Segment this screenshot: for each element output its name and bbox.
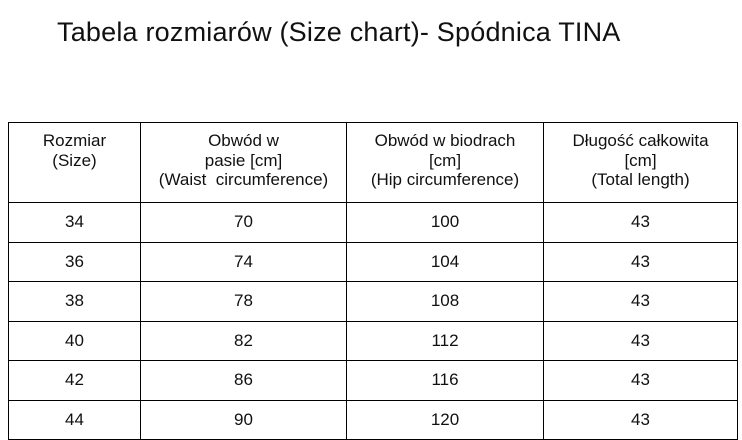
cell-length: 43 bbox=[543, 360, 738, 401]
cell-size: 40 bbox=[8, 320, 141, 361]
table-row: 38 78 108 43 bbox=[8, 281, 738, 322]
cell-length: 43 bbox=[543, 202, 738, 243]
cell-waist: 70 bbox=[140, 202, 347, 243]
cell-hip: 120 bbox=[346, 399, 544, 440]
cell-hip: 108 bbox=[346, 281, 544, 322]
header-cell-length: Długość całkowita [cm] (Total length) bbox=[543, 122, 738, 203]
table-body: 34 70 100 43 36 74 104 43 38 78 108 43 4… bbox=[8, 202, 738, 440]
cell-length: 43 bbox=[543, 281, 738, 322]
cell-hip: 100 bbox=[346, 202, 544, 243]
cell-size: 42 bbox=[8, 360, 141, 401]
table-row: 42 86 116 43 bbox=[8, 360, 738, 401]
cell-waist: 74 bbox=[140, 241, 347, 282]
cell-size: 38 bbox=[8, 281, 141, 322]
size-chart-table: Rozmiar (Size) Obwód w pasie [cm] (Waist… bbox=[8, 122, 738, 440]
cell-hip: 116 bbox=[346, 360, 544, 401]
header-cell-hip: Obwód w biodrach [cm] (Hip circumference… bbox=[346, 122, 544, 203]
table-row: 40 82 112 43 bbox=[8, 320, 738, 361]
cell-size: 44 bbox=[8, 399, 141, 440]
page-title: Tabela rozmiarów (Size chart)- Spódnica … bbox=[57, 17, 621, 47]
cell-waist: 78 bbox=[140, 281, 347, 322]
table-header: Rozmiar (Size) Obwód w pasie [cm] (Waist… bbox=[8, 122, 738, 203]
cell-waist: 90 bbox=[140, 399, 347, 440]
cell-waist: 86 bbox=[140, 360, 347, 401]
cell-size: 34 bbox=[8, 202, 141, 243]
cell-size: 36 bbox=[8, 241, 141, 282]
cell-waist: 82 bbox=[140, 320, 347, 361]
cell-length: 43 bbox=[543, 320, 738, 361]
cell-length: 43 bbox=[543, 241, 738, 282]
cell-length: 43 bbox=[543, 399, 738, 440]
table-row: 36 74 104 43 bbox=[8, 241, 738, 282]
table-row: 44 90 120 43 bbox=[8, 399, 738, 440]
cell-hip: 104 bbox=[346, 241, 544, 282]
cell-hip: 112 bbox=[346, 320, 544, 361]
header-cell-size: Rozmiar (Size) bbox=[8, 122, 141, 203]
header-cell-waist: Obwód w pasie [cm] (Waist circumference) bbox=[140, 122, 347, 203]
table-row: 34 70 100 43 bbox=[8, 202, 738, 243]
header-row: Rozmiar (Size) Obwód w pasie [cm] (Waist… bbox=[8, 122, 738, 203]
